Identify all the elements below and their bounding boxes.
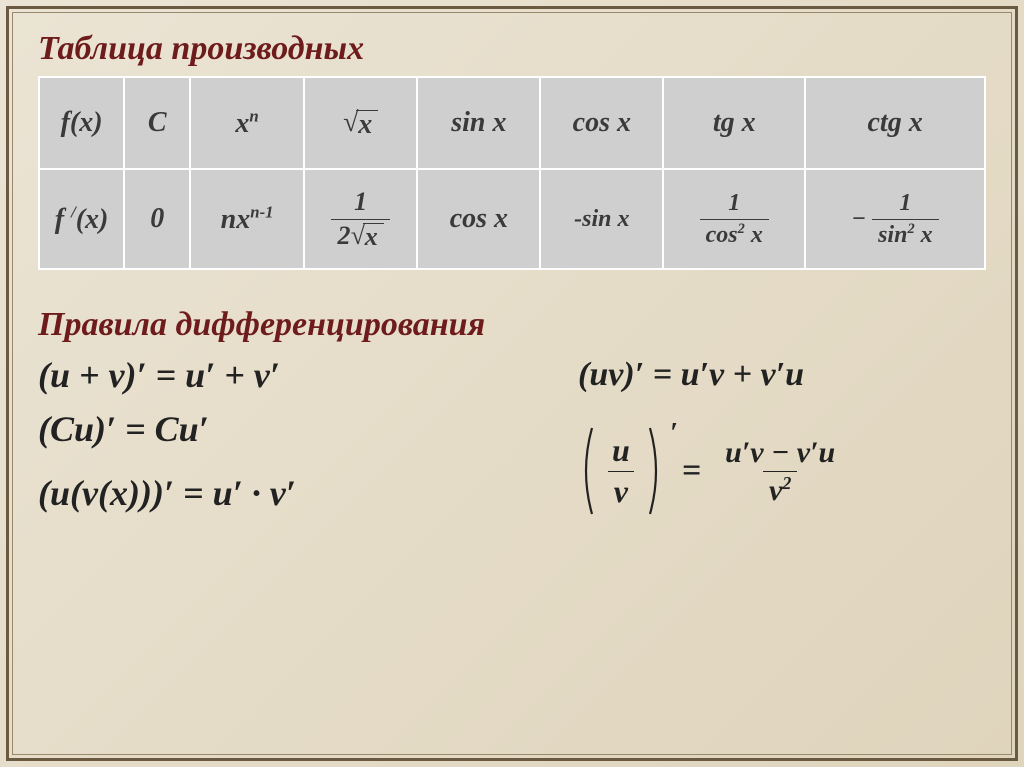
sqrt-icon: √ [343, 107, 358, 139]
prime-mark: ′ [670, 418, 678, 450]
big-paren-left [578, 426, 596, 516]
inner-frame [12, 12, 1012, 755]
sqrt-icon: √ [350, 222, 364, 251]
big-paren-right: ′ [646, 426, 664, 516]
